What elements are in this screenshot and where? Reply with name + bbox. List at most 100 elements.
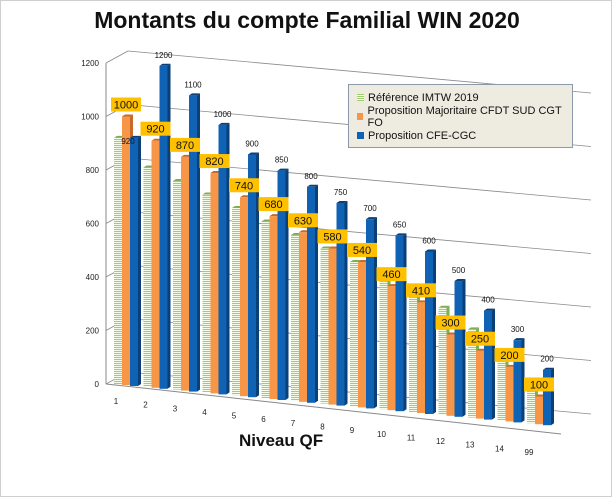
bar-majoritaire xyxy=(358,261,366,408)
bar-side xyxy=(374,217,377,409)
bar-cfe-cgc xyxy=(454,281,463,417)
x-tick-label: 9 xyxy=(350,426,355,435)
x-tick-label: 12 xyxy=(436,437,445,446)
x-tick-label: 1 xyxy=(114,397,119,406)
x-tick-label: 13 xyxy=(466,441,475,450)
legend-swatch xyxy=(357,113,364,120)
bar-side xyxy=(403,233,407,412)
bar-cfe-cgc xyxy=(277,170,286,400)
bar-top xyxy=(248,152,259,155)
bar-cfe-cgc xyxy=(336,202,345,406)
bar-reference xyxy=(114,137,122,384)
bar-reference xyxy=(468,329,476,418)
bar-top xyxy=(366,217,377,220)
y-tick-label: 400 xyxy=(86,273,100,282)
bar-top xyxy=(320,246,332,249)
legend-swatch xyxy=(357,94,364,101)
bar-top xyxy=(468,327,479,330)
data-label-cfe-cgc: 200 xyxy=(540,355,554,364)
bar-top xyxy=(307,184,318,187)
bar-top xyxy=(350,259,361,262)
bar-majoritaire xyxy=(476,350,484,419)
data-label-box xyxy=(376,267,407,282)
data-label-box xyxy=(465,331,495,346)
data-label-box xyxy=(494,347,525,362)
bar-side xyxy=(344,200,348,406)
bar-side xyxy=(138,135,141,386)
bar-side xyxy=(433,249,436,414)
bar-majoritaire xyxy=(328,248,337,405)
y-tick-label: 200 xyxy=(86,327,100,336)
bar-top xyxy=(438,305,450,308)
bar-top xyxy=(218,122,230,125)
bar-cfe-cgc xyxy=(159,65,168,389)
bar-majoritaire xyxy=(269,216,278,399)
data-label-majoritaire: 630 xyxy=(294,215,312,227)
data-label-cfe-cgc: 650 xyxy=(393,220,407,229)
legend: Référence IMTW 2019 Proposition Majorita… xyxy=(348,84,573,148)
gridline-diag xyxy=(105,50,129,64)
data-label-box xyxy=(140,121,171,136)
bar-cfe-cgc xyxy=(366,219,374,409)
data-label-majoritaire: 740 xyxy=(235,180,253,192)
bar-top xyxy=(122,114,133,117)
bar-cfe-cgc xyxy=(425,251,433,414)
bar-top xyxy=(336,200,348,203)
data-label-box xyxy=(288,213,318,228)
data-label-box xyxy=(435,315,466,330)
bar-cfe-cgc xyxy=(307,186,315,403)
data-label-box xyxy=(229,178,259,193)
bar-cfe-cgc xyxy=(248,154,256,398)
bar-cfe-cgc xyxy=(395,235,404,412)
x-tick-label: 8 xyxy=(320,422,325,431)
data-label-majoritaire: 300 xyxy=(441,318,459,330)
x-tick-label: 99 xyxy=(525,448,534,457)
legend-label: Référence IMTW 2019 xyxy=(368,91,479,104)
y-tick-label: 1200 xyxy=(81,59,99,68)
bar-reference xyxy=(291,234,299,401)
bar-cfe-cgc xyxy=(130,137,138,386)
x-axis-title: Niveau QF xyxy=(239,431,324,450)
x-tick-label: 7 xyxy=(291,419,296,428)
data-label-box xyxy=(111,97,141,112)
bar-reference xyxy=(497,358,506,421)
data-label-majoritaire: 820 xyxy=(205,156,223,168)
data-label-cfe-cgc: 1100 xyxy=(184,80,202,89)
data-label-cfe-cgc: 700 xyxy=(363,204,377,213)
bar-cfe-cgc xyxy=(484,310,492,420)
bar-top xyxy=(159,63,171,66)
bar-side xyxy=(197,93,200,392)
bar-majoritaire xyxy=(240,197,248,397)
bar-majoritaire xyxy=(151,140,160,388)
x-tick-label: 11 xyxy=(407,433,416,442)
bar-top xyxy=(277,168,289,171)
data-label-cfe-cgc: 500 xyxy=(452,266,466,275)
bar-majoritaire xyxy=(122,116,130,385)
legend-label: Proposition Majoritaire CFDT SUD CGT FO xyxy=(367,104,562,129)
bar-reference xyxy=(379,275,388,410)
data-label-cfe-cgc: 900 xyxy=(245,139,259,148)
data-label-majoritaire: 540 xyxy=(353,245,371,257)
data-label-cfe-cgc: 1000 xyxy=(214,110,232,119)
bar-reference xyxy=(143,167,152,387)
bar-cfe-cgc xyxy=(189,95,197,392)
bar-cfe-cgc xyxy=(513,340,522,423)
bar-reference xyxy=(232,207,240,396)
legend-item-cfe-cgc: Proposition CFE-CGC xyxy=(357,126,564,145)
data-label-box xyxy=(199,154,230,169)
bar-majoritaire xyxy=(505,366,514,422)
data-label-cfe-cgc: 800 xyxy=(304,172,318,181)
bar-majoritaire xyxy=(446,334,455,416)
bar-majoritaire xyxy=(535,396,543,425)
y-tick-label: 1000 xyxy=(81,113,99,122)
bar-majoritaire xyxy=(299,232,307,402)
data-label-cfe-cgc: 400 xyxy=(481,296,495,305)
bar-reference xyxy=(438,307,447,415)
data-label-majoritaire: 580 xyxy=(323,231,341,243)
bar-reference xyxy=(320,248,329,404)
x-tick-label: 14 xyxy=(495,444,504,453)
legend-swatch xyxy=(357,132,364,139)
data-label-box xyxy=(524,377,554,392)
